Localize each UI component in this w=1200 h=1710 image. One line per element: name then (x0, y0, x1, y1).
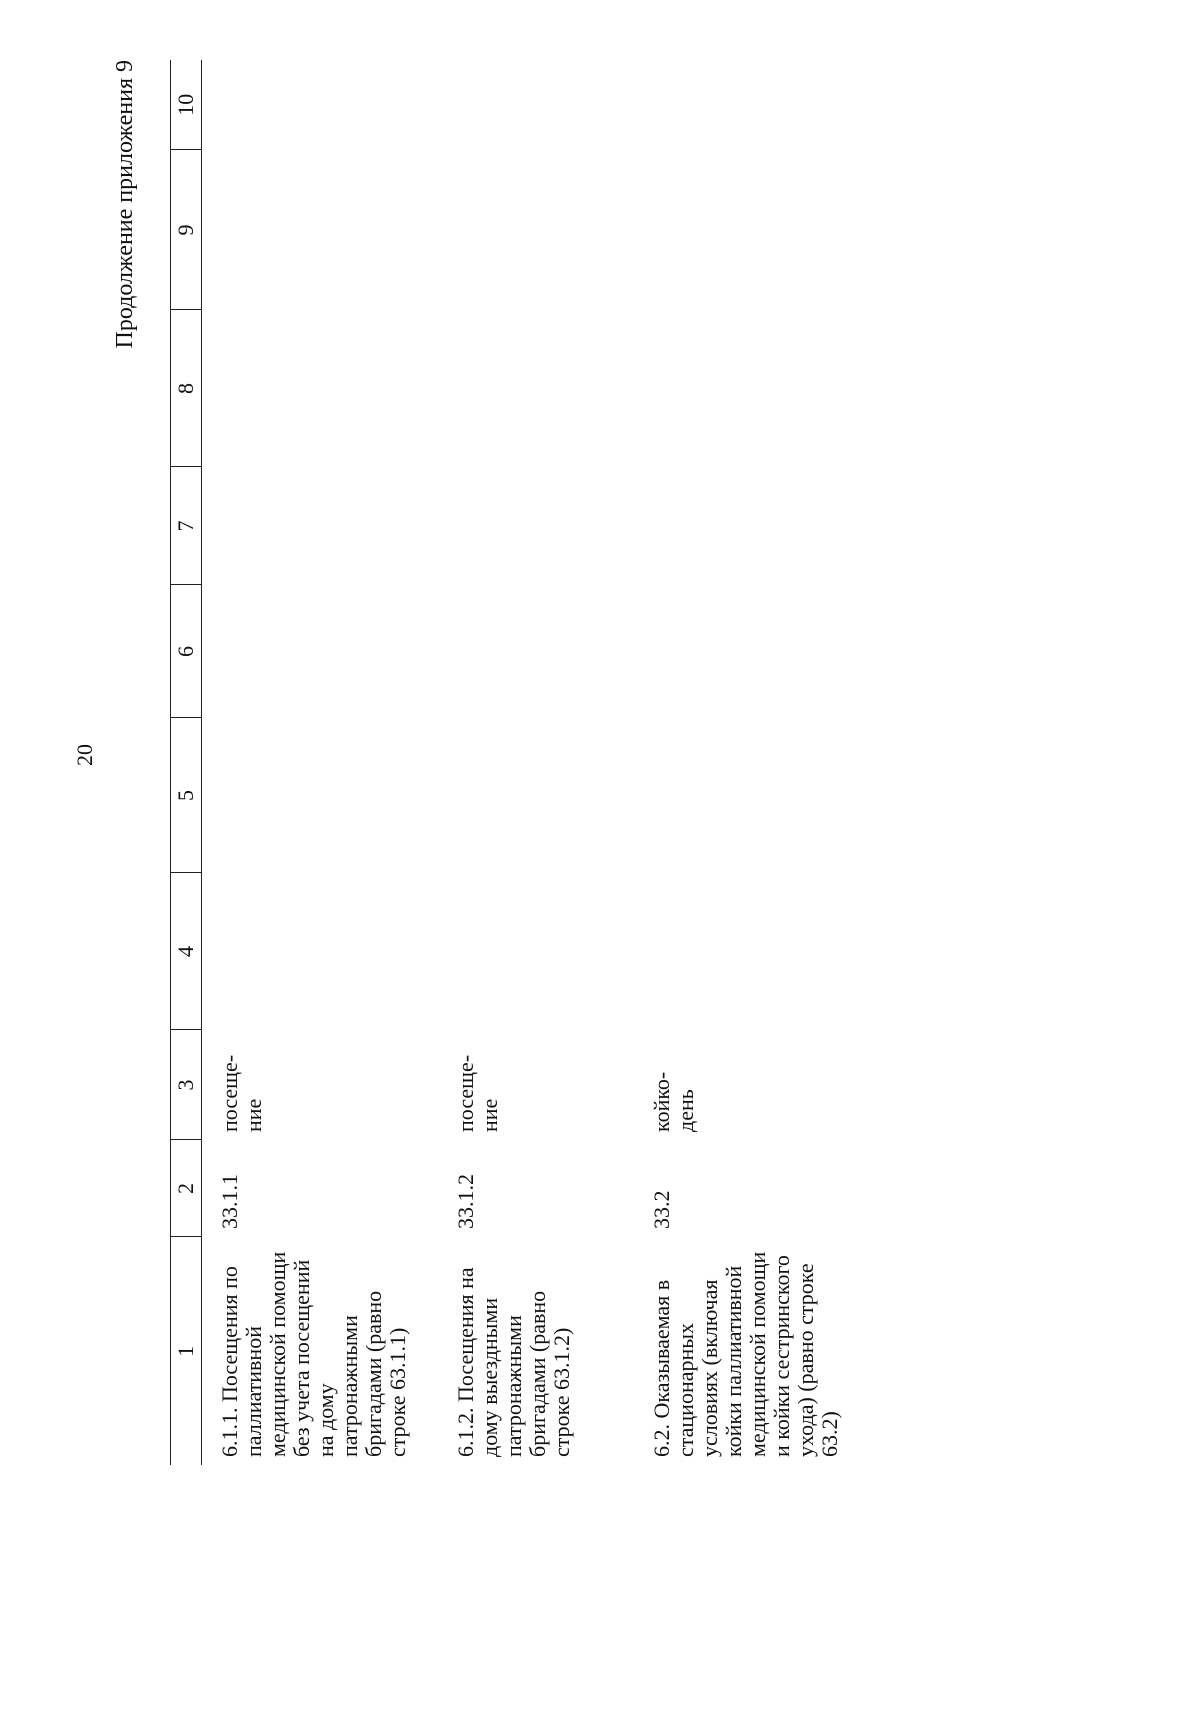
column-header: 9 (170, 150, 202, 310)
column-header: 5 (170, 718, 202, 873)
empty-cell (438, 60, 634, 150)
column-header: 10 (170, 60, 202, 150)
empty-cell (202, 310, 439, 467)
empty-cell (634, 150, 842, 310)
column-header: 6 (170, 585, 202, 718)
empty-cell (634, 310, 842, 467)
empty-cell (202, 467, 439, 585)
empty-cell (202, 873, 439, 1030)
table-body: 6.1.1. Посещения по паллиативной медицин… (202, 60, 842, 1465)
table-row: 6.1.1. Посещения по паллиативной медицин… (202, 60, 439, 1465)
table-row: 6.1.2. Посещения на дому выездными патро… (438, 60, 634, 1465)
table-cell: посеще- ние (217, 1054, 266, 1132)
header-row: 1 2 3 4 5 6 7 8 9 10 (170, 60, 202, 1465)
empty-cell (634, 873, 842, 1030)
empty-cell (202, 585, 439, 718)
table-cell: 33.1.1 (217, 1174, 242, 1229)
empty-cell (438, 873, 634, 1030)
empty-cell (634, 467, 842, 585)
table-cell: 33.1.2 (453, 1174, 478, 1229)
table-cell: 6.2. Оказываемая в стационарных условиях… (649, 1251, 842, 1457)
page-number: 20 (72, 744, 97, 766)
empty-cell (438, 718, 634, 873)
column-header: 1 (170, 1237, 202, 1465)
empty-cell (634, 585, 842, 718)
column-header: 3 (170, 1030, 202, 1140)
empty-cell (634, 718, 842, 873)
table-cell: 6.1.1. Посещения по паллиативной медицин… (217, 1251, 410, 1457)
column-header: 2 (170, 1140, 202, 1237)
column-header: 8 (170, 310, 202, 467)
table: 1 2 3 4 5 6 7 8 9 10 6.1.1. Посещения по паллиати… (170, 60, 842, 1465)
column-header: 4 (170, 873, 202, 1030)
empty-cell (202, 60, 439, 150)
empty-cell (438, 310, 634, 467)
appendix-note: Продолжение приложения 9 (112, 60, 138, 349)
empty-cell (438, 585, 634, 718)
column-header: 7 (170, 467, 202, 585)
empty-cell (438, 150, 634, 310)
empty-cell (202, 150, 439, 310)
table-cell: посеще- ние (453, 1054, 502, 1132)
table-cell: койко- день (649, 1071, 698, 1132)
empty-cell (634, 60, 842, 150)
empty-cell (438, 467, 634, 585)
table-cell: 33.2 (649, 1190, 674, 1230)
table-cell: 6.1.2. Посещения на дому выездными патро… (453, 1267, 574, 1457)
empty-cell (202, 718, 439, 873)
table-row: 6.2. Оказываемая в стационарных условиях… (634, 60, 842, 1465)
